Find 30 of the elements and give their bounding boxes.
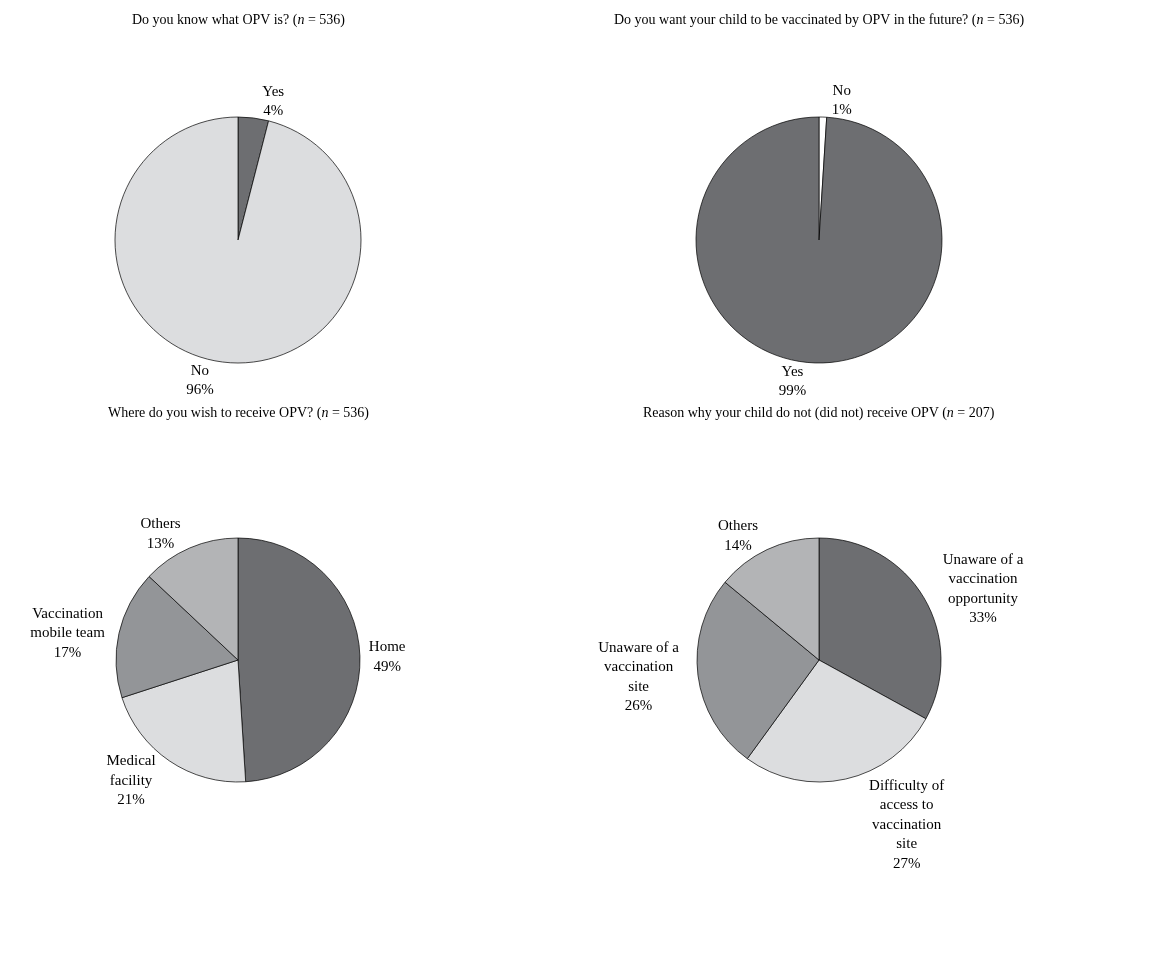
pie-slice — [695, 116, 943, 364]
chart-title: Do you want your child to be vaccinated by OPV in the future? (n = 536) — [614, 12, 1025, 28]
data-label: 4% — [263, 102, 284, 119]
data-label: 13% — [146, 534, 175, 551]
data-label: 21% — [117, 791, 145, 808]
slice-label: Medical facility — [106, 752, 156, 788]
chart-title: Where do you wish to receive OPV? (n = 536) — [108, 405, 370, 421]
data-label: 99% — [778, 382, 807, 399]
data-label: 33% — [969, 609, 997, 626]
chart-title: Reason why your child do not (did not) receive OPV (n = 207) — [643, 405, 995, 421]
data-label: 14% — [724, 536, 752, 553]
slice-label: Others — [718, 517, 759, 534]
slice-label: Difficulty of access to vaccination site — [869, 776, 945, 852]
slice-label: No — [832, 81, 851, 98]
data-label: 27% — [892, 854, 921, 871]
slice-label: Unaware of a vaccination opportunity — [942, 550, 1024, 606]
pie-slice — [114, 116, 362, 364]
slice-label: Vaccination mobile team — [30, 604, 106, 641]
slice-label: No — [190, 361, 210, 378]
data-label: 49% — [373, 657, 401, 674]
data-label: 1% — [831, 101, 852, 118]
data-label: 26% — [624, 697, 653, 714]
data-label: 17% — [53, 643, 82, 660]
slice-label: Others — [140, 515, 181, 532]
data-label: 96% — [186, 381, 214, 398]
chart-title: Do you know what OPV is? (n = 536) — [132, 12, 346, 28]
slice-label: Home — [368, 638, 406, 655]
slice-label: Unaware of a vaccination site — [598, 638, 680, 694]
slice-label: Yes — [781, 362, 804, 379]
slice-label: Yes — [262, 82, 285, 99]
